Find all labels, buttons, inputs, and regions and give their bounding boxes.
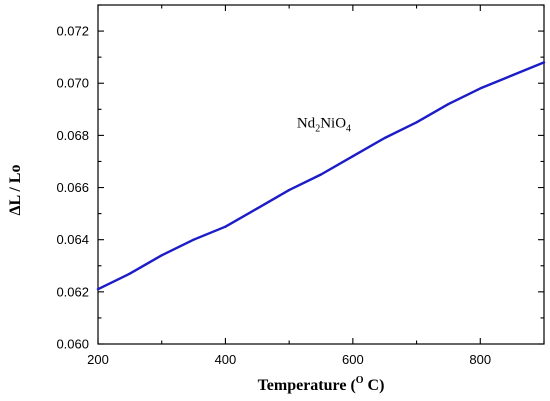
x-axis-title-main: Temperature (	[258, 377, 356, 394]
series-point	[383, 136, 386, 140]
y-axis-ticks: 0.060 0.062 0.064 0.066 0.068 0.070 0.072	[56, 4, 544, 352]
y-tick-label: 0.066	[56, 180, 89, 195]
series-point	[128, 272, 131, 275]
series-point	[479, 87, 482, 90]
series-point	[256, 207, 259, 210]
x-tick-label: 600	[342, 352, 364, 367]
y-tick-label: 0.068	[56, 128, 89, 143]
y-tick-label: 0.060	[56, 337, 89, 352]
plot-area-border	[97, 4, 545, 345]
annotation-sub-1: 2	[315, 123, 320, 134]
series-point	[192, 238, 195, 241]
series-point	[447, 102, 450, 106]
series-point	[224, 225, 227, 228]
series-point	[511, 74, 514, 77]
plot-frame	[97, 4, 545, 345]
x-axis-title-tail: C)	[364, 377, 385, 394]
y-tick-label: 0.070	[56, 76, 89, 91]
series-layer	[96, 61, 546, 291]
x-tick-label: 400	[215, 352, 237, 367]
annotation-sub-2: 4	[346, 123, 351, 134]
series-point	[319, 173, 323, 176]
series-point	[160, 254, 163, 257]
compound-annotation: Nd2NiO4	[297, 115, 351, 134]
x-tick-label: 200	[87, 352, 109, 367]
x-axis-title-sup: O	[356, 375, 364, 386]
series-point	[96, 288, 100, 291]
series-point	[288, 189, 291, 192]
y-axis-title: ΔL / Lo	[7, 165, 24, 216]
series-point	[351, 155, 354, 158]
x-tick-label: 800	[469, 352, 491, 367]
annotation-base-1: Nd	[297, 115, 316, 131]
y-tick-label: 0.062	[56, 284, 89, 299]
x-axis-title: Temperature (O C)	[258, 375, 385, 394]
series-point	[542, 61, 546, 64]
series-point	[415, 121, 418, 124]
series-line	[96, 61, 546, 291]
x-axis-ticks: 200 400 600 800	[87, 5, 545, 367]
y-tick-label: 0.064	[56, 232, 89, 247]
annotation-base-2: NiO	[320, 115, 346, 131]
y-tick-label: 0.072	[56, 24, 89, 39]
